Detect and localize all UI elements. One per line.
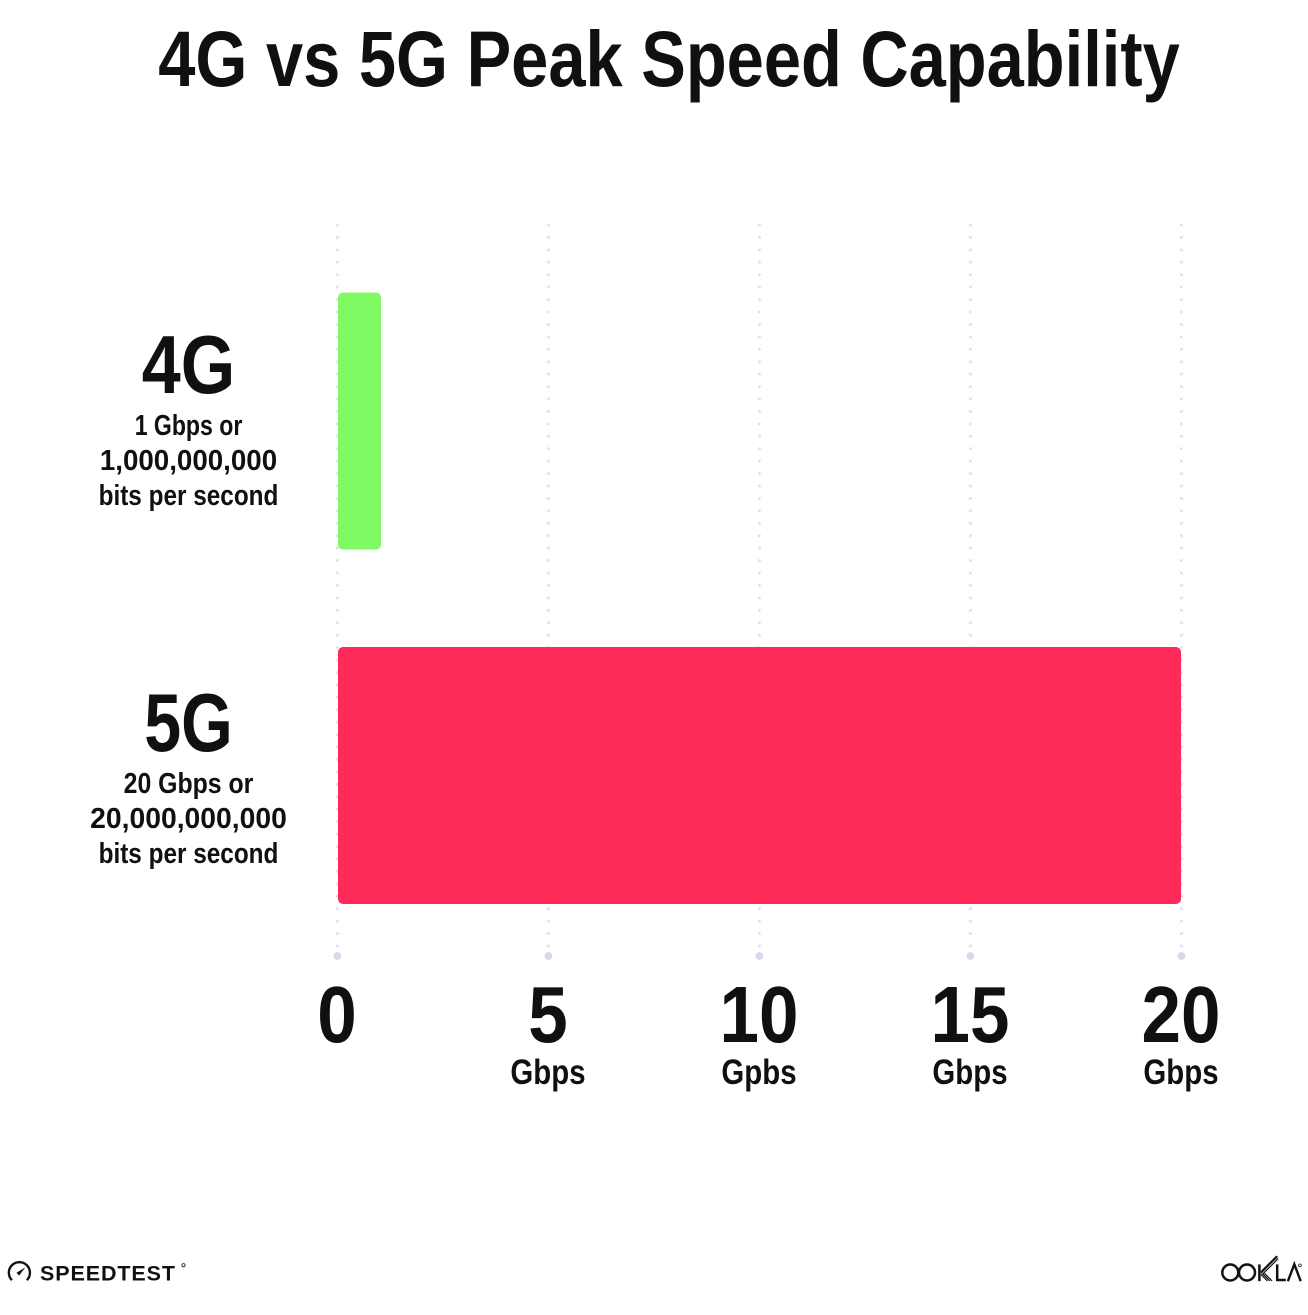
svg-text:SPEEDTEST: SPEEDTEST bbox=[40, 1261, 176, 1285]
